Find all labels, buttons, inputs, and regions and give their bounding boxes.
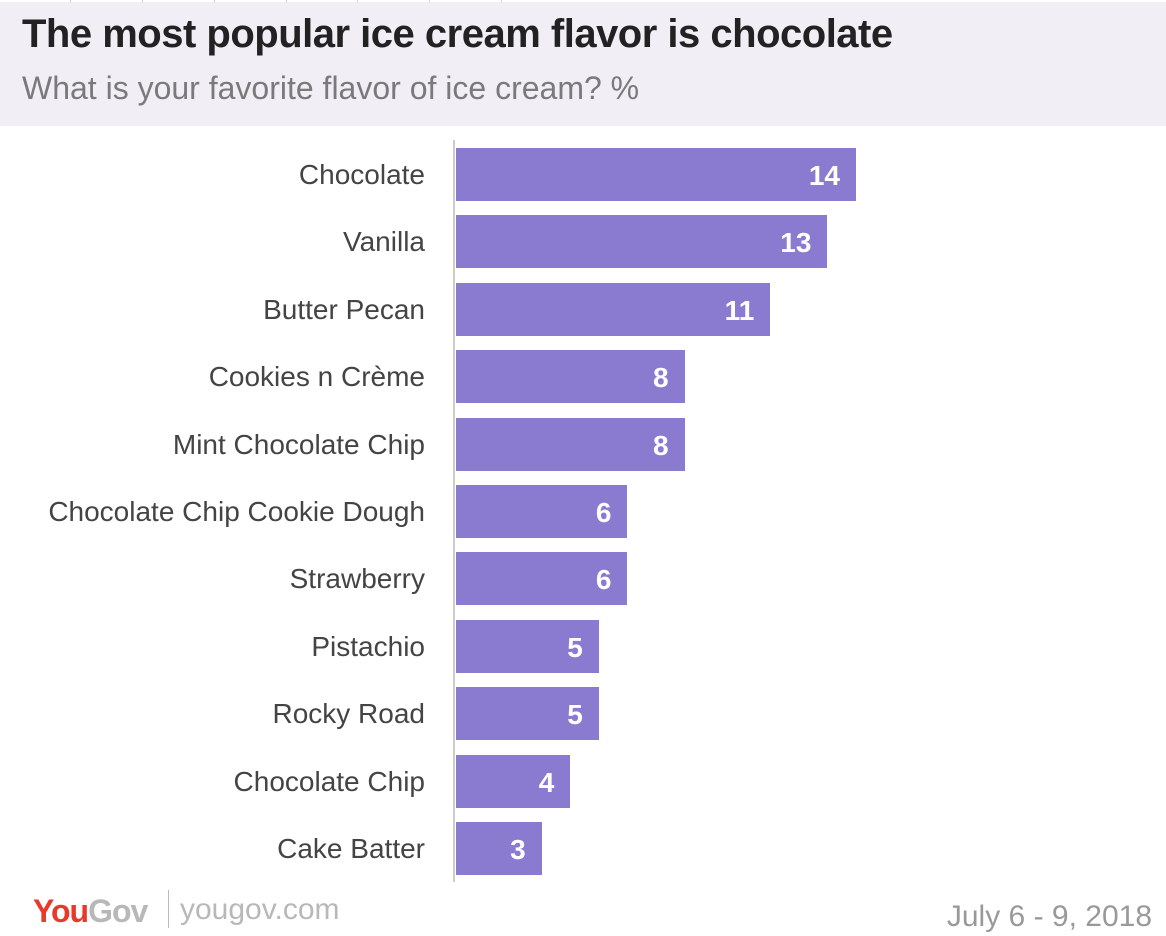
chart-title: The most popular ice cream flavor is cho…	[22, 12, 893, 56]
category-label: Mint Chocolate Chip	[172, 428, 425, 460]
data-label: 13	[780, 227, 812, 259]
top-tick	[142, 0, 143, 3]
category-label: Strawberry	[289, 563, 425, 595]
category-label: Pistachio	[311, 630, 425, 662]
top-tick	[501, 0, 502, 3]
bar	[456, 687, 599, 741]
top-tick	[429, 0, 430, 3]
category-label: Chocolate Chip	[233, 765, 425, 797]
bar	[456, 282, 771, 336]
bar	[456, 822, 542, 875]
data-label: 11	[724, 294, 755, 326]
site-url: yougov.com	[180, 893, 340, 926]
category-label: Rocky Road	[272, 698, 425, 730]
chart-subtitle: What is your favorite flavor of ice crea…	[22, 70, 640, 106]
survey-date: July 6 - 9, 2018	[946, 900, 1152, 933]
top-tick	[286, 0, 287, 3]
data-label: 5	[567, 699, 583, 731]
bar	[456, 485, 628, 538]
yougov-logo: YouGov	[33, 893, 148, 929]
top-tick	[357, 0, 358, 3]
data-label: 14	[808, 160, 840, 191]
data-label: 3	[510, 834, 526, 865]
data-label: 8	[652, 362, 669, 394]
category-label: Chocolate	[298, 159, 425, 190]
bar	[456, 215, 828, 269]
top-tick	[70, 0, 71, 3]
bar	[456, 350, 685, 404]
bar	[456, 417, 685, 471]
category-label: Vanilla	[343, 226, 425, 258]
header-band	[0, 2, 1166, 126]
data-label: 8	[652, 429, 669, 461]
bar	[456, 619, 599, 673]
bar	[456, 148, 856, 201]
y-axis-line	[453, 140, 455, 882]
data-label: 6	[595, 497, 612, 528]
category-label: Chocolate Chip Cookie Dough	[48, 496, 425, 527]
bar	[456, 552, 628, 606]
top-tick	[214, 0, 215, 3]
data-label: 5	[567, 631, 583, 663]
data-label: 6	[595, 564, 612, 596]
footer-divider	[168, 890, 169, 928]
data-label: 4	[538, 766, 555, 798]
category-label: Cake Batter	[277, 833, 425, 864]
bar	[456, 754, 571, 808]
category-label: Butter Pecan	[263, 293, 425, 325]
category-label: Cookies n Crème	[208, 361, 425, 393]
